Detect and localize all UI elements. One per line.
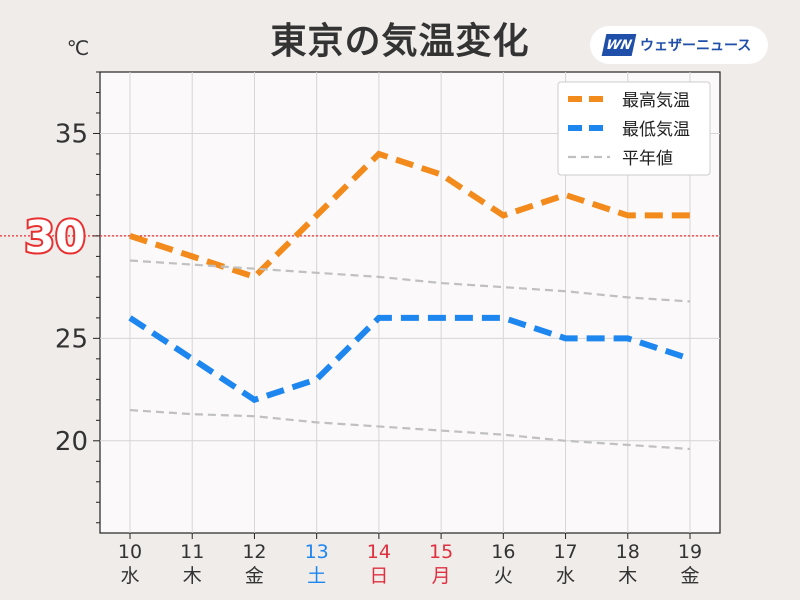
- x-weekday-label: 木: [618, 565, 637, 587]
- x-weekday-label: 金: [680, 565, 699, 587]
- x-date-label: 10: [118, 541, 142, 563]
- x-date-label: 13: [305, 541, 329, 563]
- x-weekday-label: 水: [120, 565, 139, 587]
- legend-label-normal: 平年値: [622, 149, 673, 169]
- legend-label-low: 最低気温: [622, 120, 690, 140]
- x-weekday-label: 土: [307, 565, 326, 587]
- x-weekday-label: 月: [432, 565, 451, 587]
- y-tick-label: 20: [55, 427, 88, 457]
- x-weekday-label: 日: [369, 565, 388, 587]
- y-unit-label: ℃: [67, 36, 89, 60]
- threshold-label: 30: [24, 212, 85, 263]
- x-date-label: 15: [429, 541, 453, 563]
- x-date-label: 11: [180, 541, 204, 563]
- x-date-label: 14: [367, 541, 391, 563]
- x-weekday-label: 火: [494, 565, 513, 587]
- y-tick-label: 35: [55, 119, 88, 149]
- series-line-low: [128, 314, 691, 404]
- x-weekday-label: 木: [183, 565, 202, 587]
- weathernews-logo: WN ウェザーニュース: [590, 26, 768, 64]
- legend-label-high: 最高気温: [622, 91, 690, 111]
- series-line-normal_high: [129, 259, 691, 303]
- x-date-label: 16: [491, 541, 515, 563]
- x-date-label: 19: [678, 541, 702, 563]
- x-date-label: 12: [242, 541, 266, 563]
- x-weekday-label: 水: [556, 565, 575, 587]
- x-date-label: 17: [553, 541, 577, 563]
- x-date-label: 18: [616, 541, 640, 563]
- series-line-normal_low: [129, 408, 691, 451]
- chart-title: 東京の気温変化: [270, 21, 530, 62]
- x-weekday-label: 金: [245, 565, 264, 587]
- legend-box: [557, 81, 711, 176]
- weathernews-logo-text: ウェザーニュース: [640, 38, 752, 54]
- y-tick-label: 25: [55, 324, 88, 354]
